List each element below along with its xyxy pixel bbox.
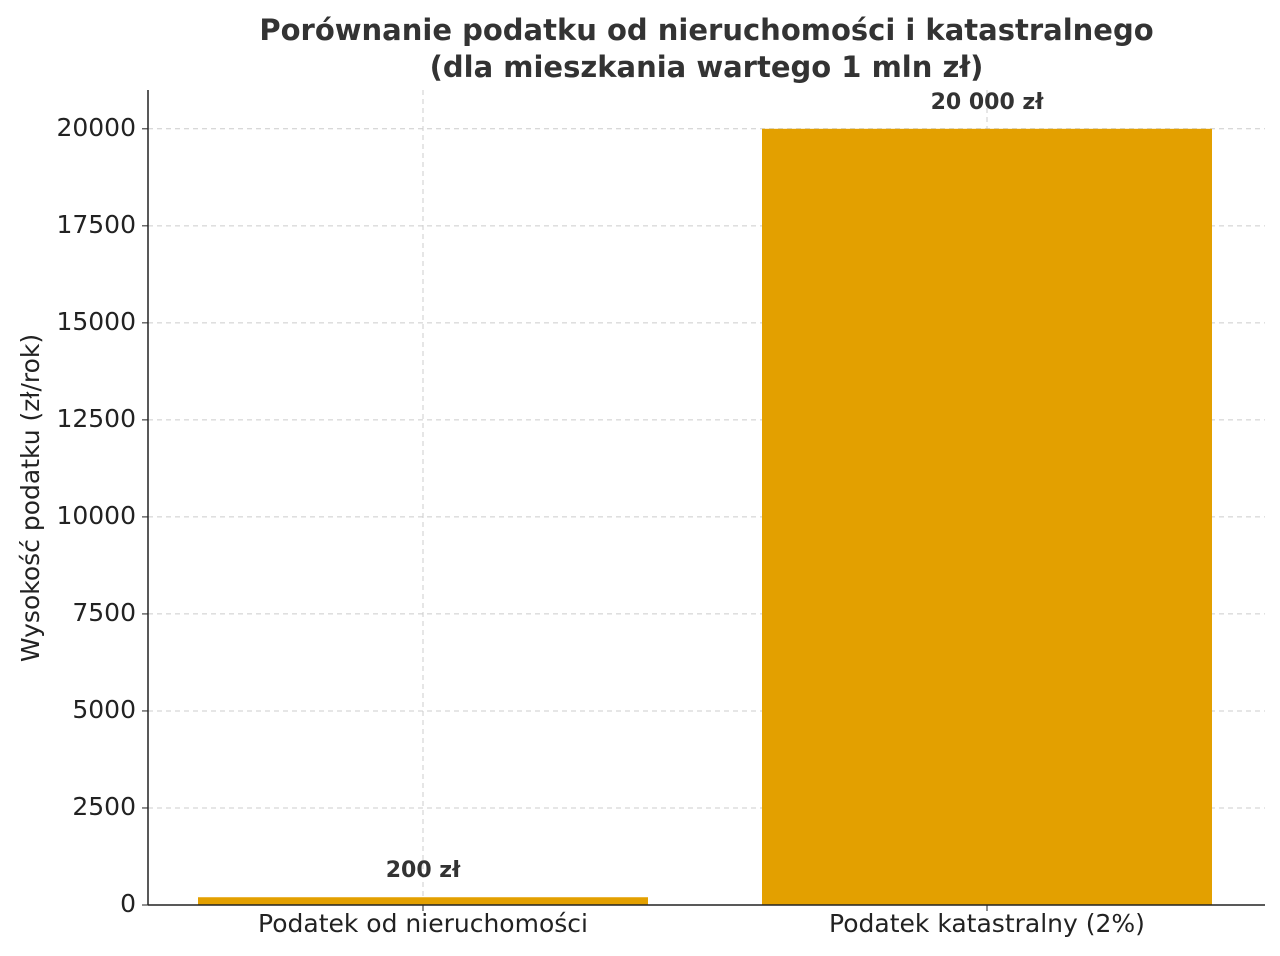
y-tick-label: 17500 [56, 210, 136, 239]
y-tick-label: 5000 [72, 695, 136, 724]
x-tick-label: Podatek od nieruchomości [258, 909, 588, 938]
y-tick-label: 15000 [56, 307, 136, 336]
chart-title: Porównanie podatku od nieruchomości i ka… [259, 13, 1154, 84]
value-label: 20 000 zł [931, 90, 1045, 115]
y-tick-label: 10000 [56, 501, 136, 530]
x-tick-label: Podatek katastralny (2%) [829, 909, 1145, 938]
y-tick-label: 0 [120, 889, 136, 918]
y-axis-label: Wysokość podatku (zł/rok) [16, 334, 45, 662]
y-tick-label: 12500 [56, 404, 136, 433]
value-label: 200 zł [386, 858, 461, 883]
y-tick-label: 20000 [56, 113, 136, 142]
y-tick-label: 2500 [72, 792, 136, 821]
bar [198, 897, 648, 905]
bar [762, 128, 1212, 906]
y-tick-label: 7500 [72, 598, 136, 627]
